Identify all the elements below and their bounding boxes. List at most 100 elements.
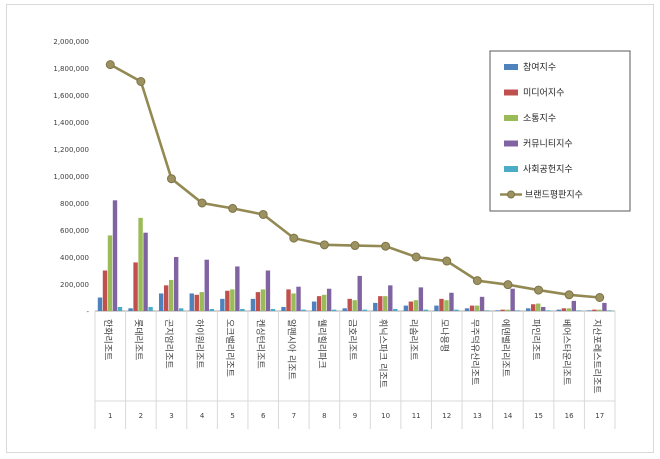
bar bbox=[347, 298, 352, 311]
line-point bbox=[411, 252, 421, 262]
bar bbox=[326, 288, 332, 311]
bar bbox=[194, 294, 199, 311]
bar bbox=[163, 285, 169, 311]
category-label: 웰리힐리파크 bbox=[316, 319, 328, 369]
bar bbox=[225, 290, 230, 311]
bar bbox=[97, 297, 103, 311]
bar bbox=[592, 309, 597, 311]
bar bbox=[474, 305, 480, 311]
bar bbox=[230, 289, 235, 311]
bar bbox=[469, 305, 475, 311]
legend-box bbox=[489, 50, 631, 212]
bar bbox=[479, 296, 485, 311]
bar bbox=[413, 300, 419, 311]
bar bbox=[373, 302, 378, 311]
bar bbox=[587, 310, 592, 311]
legend-label: 미디어지수 bbox=[523, 88, 564, 99]
index-label: 16 bbox=[565, 412, 574, 420]
index-label: 6 bbox=[261, 412, 266, 420]
bar bbox=[526, 308, 531, 311]
index-label: 1 bbox=[108, 412, 112, 420]
bar bbox=[602, 302, 607, 311]
bar bbox=[403, 305, 409, 311]
index-label: 15 bbox=[534, 412, 543, 420]
bar bbox=[352, 300, 357, 311]
legend-swatch bbox=[504, 64, 518, 70]
y-tick-label: 600,000 bbox=[60, 227, 89, 235]
index-label: 8 bbox=[322, 412, 326, 420]
bar bbox=[597, 309, 602, 311]
line-point bbox=[258, 209, 268, 219]
bar bbox=[255, 292, 261, 311]
bar bbox=[561, 308, 567, 311]
line-point bbox=[166, 174, 176, 184]
bar bbox=[357, 275, 362, 311]
legend-label: 사회공헌지수 bbox=[523, 164, 573, 175]
category-label: 에덴밸리리조트 bbox=[499, 319, 510, 377]
line-point bbox=[289, 233, 299, 243]
y-tick-label: 1,400,000 bbox=[53, 119, 89, 127]
index-label: 14 bbox=[503, 412, 512, 420]
legend-swatch bbox=[504, 115, 518, 121]
y-tick-label: 200,000 bbox=[60, 281, 89, 289]
bar bbox=[316, 296, 322, 311]
bar bbox=[464, 308, 470, 311]
legend-line-marker bbox=[507, 190, 515, 199]
bar bbox=[321, 294, 327, 311]
line-point bbox=[105, 60, 115, 70]
bar bbox=[418, 287, 424, 311]
bar bbox=[281, 306, 286, 311]
bar bbox=[265, 270, 271, 311]
category-label: 지산포레스트리조트 bbox=[591, 319, 602, 394]
bar bbox=[235, 266, 240, 311]
category-label: 휘닉스파크 리조트 bbox=[377, 319, 388, 388]
bar bbox=[536, 303, 541, 311]
legend-swatch bbox=[504, 166, 518, 172]
bar bbox=[510, 288, 515, 311]
index-label: 5 bbox=[230, 412, 234, 420]
bar bbox=[423, 309, 429, 311]
line-point bbox=[503, 280, 513, 290]
bar bbox=[138, 217, 143, 311]
bar bbox=[128, 308, 133, 311]
line-point bbox=[228, 203, 238, 213]
bar bbox=[484, 310, 490, 311]
category-label: 하이원리조트 bbox=[194, 319, 205, 369]
line-point bbox=[534, 285, 544, 295]
legend-swatch bbox=[504, 89, 518, 96]
bar bbox=[454, 309, 459, 311]
legend-label: 커뮤니티지수 bbox=[523, 139, 573, 150]
category-label: 롯데리조트 bbox=[132, 319, 143, 360]
line-point bbox=[595, 293, 605, 302]
bar bbox=[286, 289, 291, 311]
chart-frame: - 200,000 400,000 600,000 800,000 1,000,000 1,… bbox=[6, 4, 654, 453]
bar bbox=[199, 292, 204, 311]
category-label: 파인리조트 bbox=[530, 319, 541, 360]
bar bbox=[178, 308, 184, 311]
bar bbox=[209, 308, 214, 311]
y-tick-label: 400,000 bbox=[60, 254, 89, 262]
bar bbox=[531, 304, 536, 311]
bar bbox=[204, 259, 209, 311]
bar bbox=[495, 310, 500, 311]
legend-label: 소통지수 bbox=[523, 113, 556, 124]
bar bbox=[270, 308, 276, 311]
legend-label: 참여지수 bbox=[523, 61, 556, 73]
bar bbox=[107, 235, 113, 311]
legend-swatch bbox=[504, 140, 518, 147]
category-label: 리솜리조트 bbox=[408, 319, 419, 360]
bar bbox=[515, 310, 520, 311]
bar bbox=[143, 232, 148, 311]
line-point bbox=[197, 198, 207, 208]
bar bbox=[148, 306, 153, 311]
bar bbox=[240, 308, 245, 311]
bar bbox=[566, 308, 572, 311]
y-tick-label: 1,800,000 bbox=[53, 65, 89, 73]
bar bbox=[393, 308, 398, 311]
bar bbox=[388, 285, 393, 311]
category-label: 한화리조트 bbox=[102, 319, 113, 360]
bar bbox=[541, 306, 546, 311]
bar bbox=[576, 310, 582, 311]
bar bbox=[301, 309, 306, 311]
line-point bbox=[319, 240, 329, 250]
